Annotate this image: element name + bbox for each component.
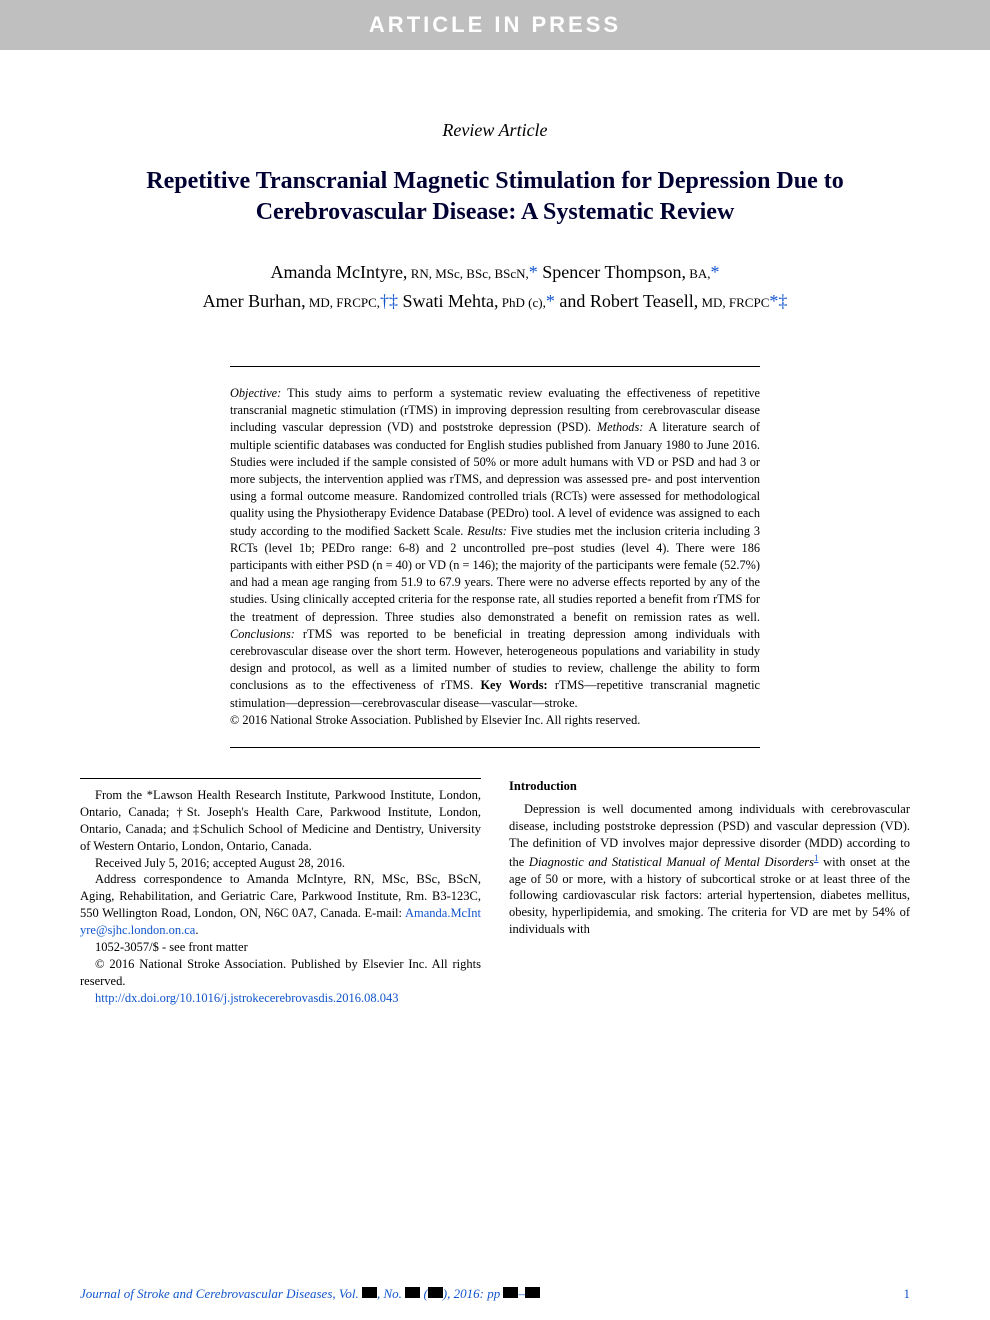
affiliation-symbol[interactable]: * bbox=[529, 262, 538, 282]
abstract-results-label: Results: bbox=[467, 524, 507, 538]
introduction-column: Introduction Depression is well document… bbox=[509, 778, 910, 1006]
issn-line: 1052-3057/$ - see front matter bbox=[80, 939, 481, 956]
banner-text: ARTICLE IN PRESS bbox=[369, 12, 621, 38]
author-degrees: MD, FRCPC, bbox=[306, 295, 380, 310]
author-name: and Robert Teasell, bbox=[559, 291, 698, 311]
abstract-copyright: © 2016 National Stroke Association. Publ… bbox=[230, 713, 640, 727]
abstract-methods-label: Methods: bbox=[597, 420, 643, 434]
footnote-column: From the *Lawson Health Research Institu… bbox=[80, 778, 481, 1006]
affiliation-symbol[interactable]: * bbox=[711, 262, 720, 282]
author-list: Amanda McIntyre, RN, MSc, BSc, BScN,* Sp… bbox=[80, 258, 910, 316]
placeholder-box-icon bbox=[503, 1287, 518, 1298]
author-degrees: MD, FRCPC bbox=[698, 295, 769, 310]
author-name: Spencer Thompson, bbox=[542, 262, 686, 282]
affiliation-footnote: From the *Lawson Health Research Institu… bbox=[80, 787, 481, 855]
abstract-objective-label: Objective: bbox=[230, 386, 281, 400]
page-number: 1 bbox=[904, 1286, 911, 1302]
introduction-paragraph: Depression is well documented among indi… bbox=[509, 801, 910, 938]
received-date: Received July 5, 2016; accepted August 2… bbox=[80, 855, 481, 872]
no-label: , No. bbox=[377, 1286, 405, 1301]
dsm-title: Diagnostic and Statistical Manual of Men… bbox=[529, 855, 814, 869]
author-name: Amanda McIntyre, bbox=[270, 262, 407, 282]
article-in-press-banner: ARTICLE IN PRESS bbox=[0, 0, 990, 50]
two-column-section: From the *Lawson Health Research Institu… bbox=[80, 778, 910, 1006]
introduction-heading: Introduction bbox=[509, 778, 910, 795]
journal-citation: Journal of Stroke and Cerebrovascular Di… bbox=[80, 1286, 540, 1302]
vol-label: , Vol. bbox=[332, 1286, 362, 1301]
abstract-results: Five studies met the inclusion criteria … bbox=[230, 524, 760, 624]
correspondence: Address correspondence to Amanda McIntyr… bbox=[80, 871, 481, 939]
affiliation-symbol[interactable]: †‡ bbox=[380, 291, 398, 311]
affiliation-symbol[interactable]: * bbox=[546, 291, 555, 311]
author-degrees: BA, bbox=[686, 266, 711, 281]
author-degrees: PhD (c), bbox=[499, 295, 546, 310]
correspondence-end: . bbox=[195, 923, 198, 937]
article-type: Review Article bbox=[80, 120, 910, 141]
article-title: Repetitive Transcranial Magnetic Stimula… bbox=[120, 166, 870, 228]
abstract-block: Objective: This study aims to perform a … bbox=[230, 366, 760, 748]
page-content: Review Article Repetitive Transcranial M… bbox=[0, 50, 990, 1006]
journal-name: Journal of Stroke and Cerebrovascular Di… bbox=[80, 1286, 332, 1301]
footnote-copyright: © 2016 National Stroke Association. Publ… bbox=[80, 956, 481, 990]
placeholder-box-icon bbox=[405, 1287, 420, 1298]
page-footer: Journal of Stroke and Cerebrovascular Di… bbox=[80, 1286, 910, 1302]
keywords-label: Key Words: bbox=[480, 678, 547, 692]
year-pp: ), 2016: pp bbox=[443, 1286, 504, 1301]
doi-link[interactable]: http://dx.doi.org/10.1016/j.jstrokecereb… bbox=[95, 991, 399, 1005]
placeholder-box-icon bbox=[525, 1287, 540, 1298]
affiliation-symbol[interactable]: *‡ bbox=[769, 291, 787, 311]
author-degrees: RN, MSc, BSc, BScN, bbox=[407, 266, 528, 281]
author-name: Amer Burhan, bbox=[203, 291, 306, 311]
abstract-conclusions-label: Conclusions: bbox=[230, 627, 295, 641]
abstract-methods: A literature search of multiple scientif… bbox=[230, 420, 760, 537]
placeholder-box-icon bbox=[428, 1287, 443, 1298]
author-name: Swati Mehta, bbox=[403, 291, 499, 311]
paren: ( bbox=[420, 1286, 428, 1301]
placeholder-box-icon bbox=[362, 1287, 377, 1298]
